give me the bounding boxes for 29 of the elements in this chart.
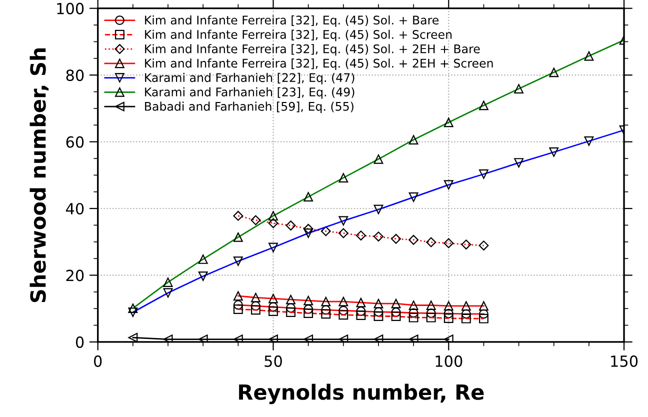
point	[233, 334, 243, 342]
point	[128, 332, 138, 342]
point	[444, 334, 454, 342]
point	[268, 334, 278, 342]
point	[304, 334, 314, 342]
point	[374, 334, 384, 342]
y-tick-label: 40	[66, 202, 84, 215]
y-tick-label: 100	[57, 2, 84, 14]
legend-label: Karami and Farhanieh [22], Eq. (47)	[145, 72, 354, 84]
y-tick-label: 80	[66, 70, 84, 82]
y-tick-label: 60	[66, 136, 84, 148]
point	[163, 334, 173, 342]
x-tick-label: 100	[436, 355, 462, 367]
x-tick-label: 50	[264, 355, 282, 367]
point	[338, 334, 348, 342]
legend-label: Karami and Farhanieh [23], Eq. (49)	[145, 87, 354, 99]
y-tick-label: 0	[76, 336, 84, 348]
legend-label: Babadi and Farhanieh [59], Eq. (55)	[145, 102, 354, 114]
x-tick-label: 150	[611, 355, 638, 367]
legend-label: Kim and Infante Ferreira [32], Eq. (45) Sol. + Screen	[145, 30, 452, 42]
point	[408, 334, 418, 342]
legend-label: Kim and Infante Ferreira [32], Eq. (45) Sol. + 2EH + Screen	[145, 58, 493, 70]
legend-label: Kim and Infante Ferreira [32], Eq. (45) Sol. + Bare	[145, 15, 439, 27]
legend-label: Kim and Infante Ferreira [32], Eq. (45) Sol. + 2EH + Bare	[145, 44, 480, 56]
point	[198, 334, 208, 342]
y-tick-label: 20	[66, 270, 84, 282]
y-axis-title: Sherwood number, Sh	[30, 48, 49, 302]
x-axis-title: Reynolds number, Re	[239, 384, 484, 404]
x-tick-label: 0	[94, 355, 102, 367]
